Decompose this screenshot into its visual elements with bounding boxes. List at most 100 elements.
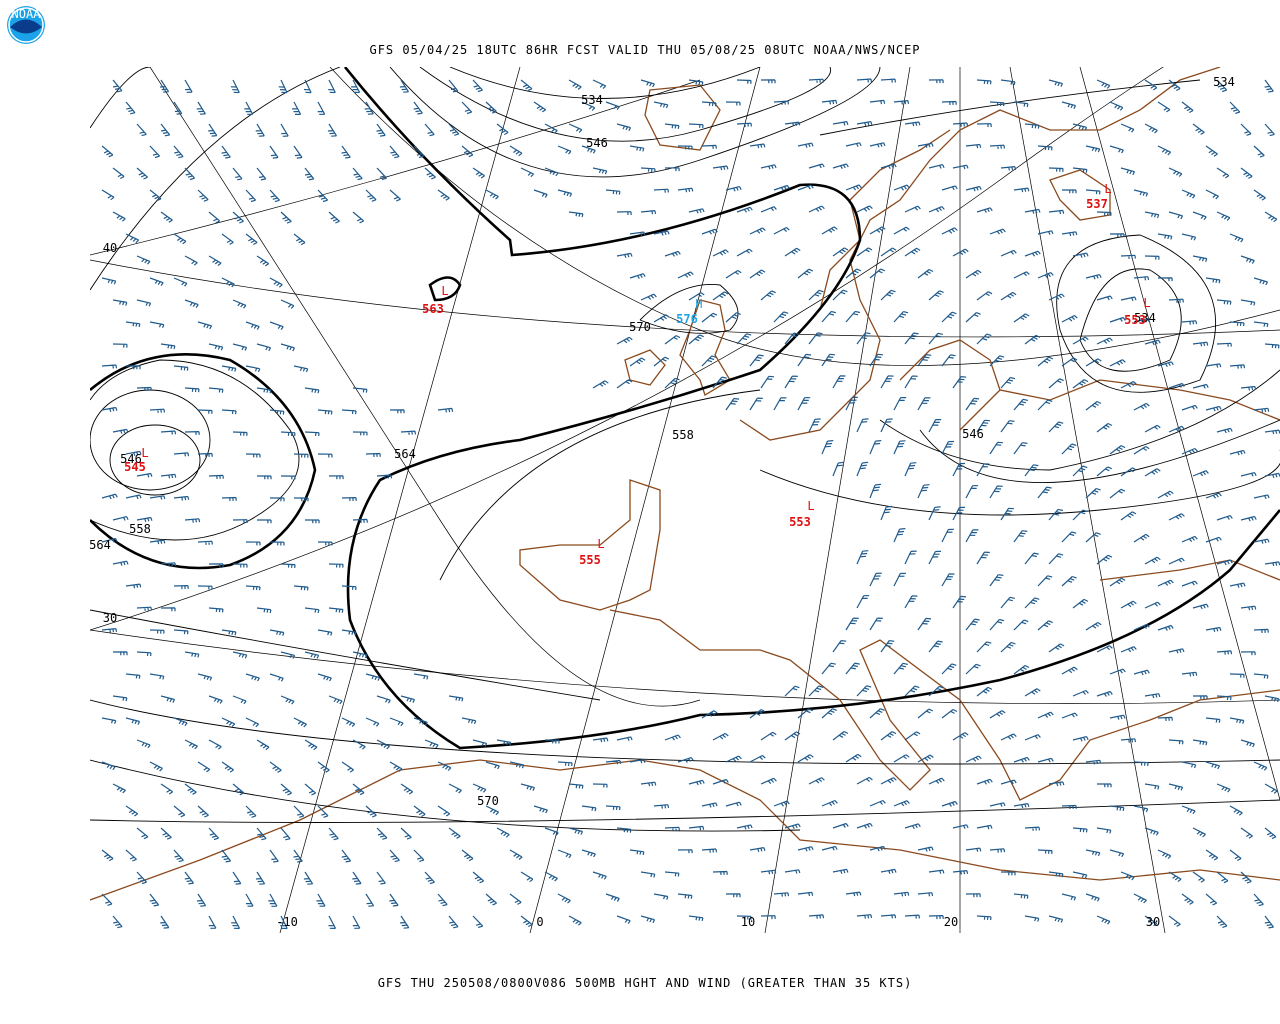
wind-barb bbox=[616, 211, 632, 216]
wind-barb bbox=[304, 387, 320, 394]
center-letter: L bbox=[1104, 182, 1111, 196]
wind-barb bbox=[1157, 277, 1173, 282]
wind-barb bbox=[904, 595, 918, 609]
wind-barb bbox=[653, 804, 670, 809]
wind-barb bbox=[1229, 849, 1242, 862]
wind-barb bbox=[208, 123, 218, 137]
wind-barb bbox=[952, 122, 969, 127]
wind-barb bbox=[1168, 167, 1183, 177]
wind-barb bbox=[1157, 579, 1174, 587]
wind-barb bbox=[389, 761, 403, 772]
wind-barb bbox=[1037, 620, 1053, 631]
wind-barb bbox=[255, 871, 266, 885]
wind-barb bbox=[208, 695, 223, 704]
wind-barb bbox=[928, 550, 942, 565]
wind-barb bbox=[917, 846, 934, 852]
wind-barb bbox=[389, 893, 399, 907]
wind-barb bbox=[437, 761, 452, 771]
wind-barb bbox=[149, 495, 166, 500]
wind-barb bbox=[893, 184, 910, 191]
wind-barb bbox=[317, 189, 329, 203]
wind-barb bbox=[1144, 915, 1158, 927]
wind-barb bbox=[856, 78, 873, 83]
wind-barb bbox=[773, 311, 789, 323]
wind-barb bbox=[173, 365, 189, 371]
wind-barb bbox=[136, 827, 149, 840]
wind-barb bbox=[893, 226, 910, 235]
center-value: 555 bbox=[579, 553, 601, 567]
wind-barb bbox=[965, 663, 981, 675]
height-contour bbox=[90, 759, 801, 832]
wind-barb bbox=[245, 189, 257, 203]
wind-barb bbox=[832, 163, 849, 170]
wind-barb bbox=[221, 277, 235, 288]
wind-barb bbox=[808, 163, 825, 169]
height-contour bbox=[90, 699, 1280, 765]
wind-barb bbox=[869, 268, 886, 279]
wind-barb bbox=[1000, 596, 1015, 609]
wind-barb bbox=[376, 474, 393, 479]
wind-barb bbox=[976, 123, 992, 128]
wind-barb bbox=[112, 343, 128, 348]
contour-label: 534 bbox=[581, 93, 603, 107]
wind-barb bbox=[173, 277, 188, 287]
wind-barb bbox=[1168, 783, 1184, 791]
wind-barb bbox=[952, 462, 966, 477]
wind-barb bbox=[245, 673, 260, 682]
wind-barb bbox=[208, 343, 224, 351]
wind-barb bbox=[1216, 695, 1232, 701]
wind-barb bbox=[352, 387, 368, 393]
wind-barb bbox=[256, 739, 270, 751]
wind-barb bbox=[1133, 445, 1150, 455]
wind-barb bbox=[1264, 783, 1278, 794]
wind-barb bbox=[173, 101, 183, 115]
svg-text:NOAA: NOAA bbox=[12, 7, 42, 21]
wind-barb bbox=[1240, 299, 1256, 306]
wind-barb bbox=[280, 211, 292, 224]
wind-barb bbox=[941, 311, 957, 323]
wind-barb bbox=[856, 822, 873, 829]
wind-barb bbox=[173, 495, 190, 501]
wind-barb bbox=[256, 255, 270, 267]
wind-barb bbox=[989, 101, 1005, 107]
wind-barb bbox=[712, 870, 728, 876]
wind-barb bbox=[1037, 230, 1054, 235]
wind-barb bbox=[989, 618, 1005, 631]
wind-barb bbox=[1168, 298, 1184, 303]
wind-barb bbox=[965, 143, 982, 149]
wind-barb bbox=[629, 849, 645, 856]
wind-barb bbox=[605, 893, 620, 902]
wind-barb bbox=[125, 101, 136, 115]
wind-barb bbox=[544, 739, 560, 744]
wind-barb bbox=[1240, 827, 1253, 839]
wind-barb bbox=[160, 827, 172, 840]
wind-barb bbox=[1216, 871, 1229, 884]
wind-barb bbox=[112, 560, 129, 566]
wind-barb bbox=[880, 375, 894, 389]
wind-barb bbox=[136, 123, 147, 137]
wind-barb bbox=[1253, 189, 1266, 201]
wind-barb bbox=[256, 827, 267, 841]
wind-barb bbox=[101, 364, 118, 369]
wind-barb bbox=[845, 662, 860, 675]
wind-barb bbox=[928, 164, 945, 169]
wind-barb bbox=[1061, 804, 1077, 810]
wind-barb bbox=[605, 759, 622, 765]
wind-barb bbox=[1000, 507, 1014, 521]
wind-barb bbox=[509, 849, 523, 860]
longitude-label: 0 bbox=[536, 915, 543, 929]
wind-barb bbox=[1205, 536, 1222, 543]
wind-barb bbox=[952, 506, 966, 521]
wind-barb bbox=[341, 717, 356, 728]
wind-barb bbox=[797, 184, 814, 191]
wind-barb bbox=[1264, 429, 1280, 435]
wind-barb bbox=[461, 101, 473, 115]
wind-barb bbox=[869, 617, 883, 631]
wind-barb bbox=[797, 754, 814, 763]
wind-barb bbox=[1264, 695, 1280, 703]
wind-barb bbox=[1037, 145, 1053, 151]
wind-barb bbox=[989, 228, 1006, 235]
height-contour bbox=[90, 389, 211, 491]
wind-barb bbox=[845, 891, 862, 897]
wind-barb bbox=[413, 717, 428, 726]
